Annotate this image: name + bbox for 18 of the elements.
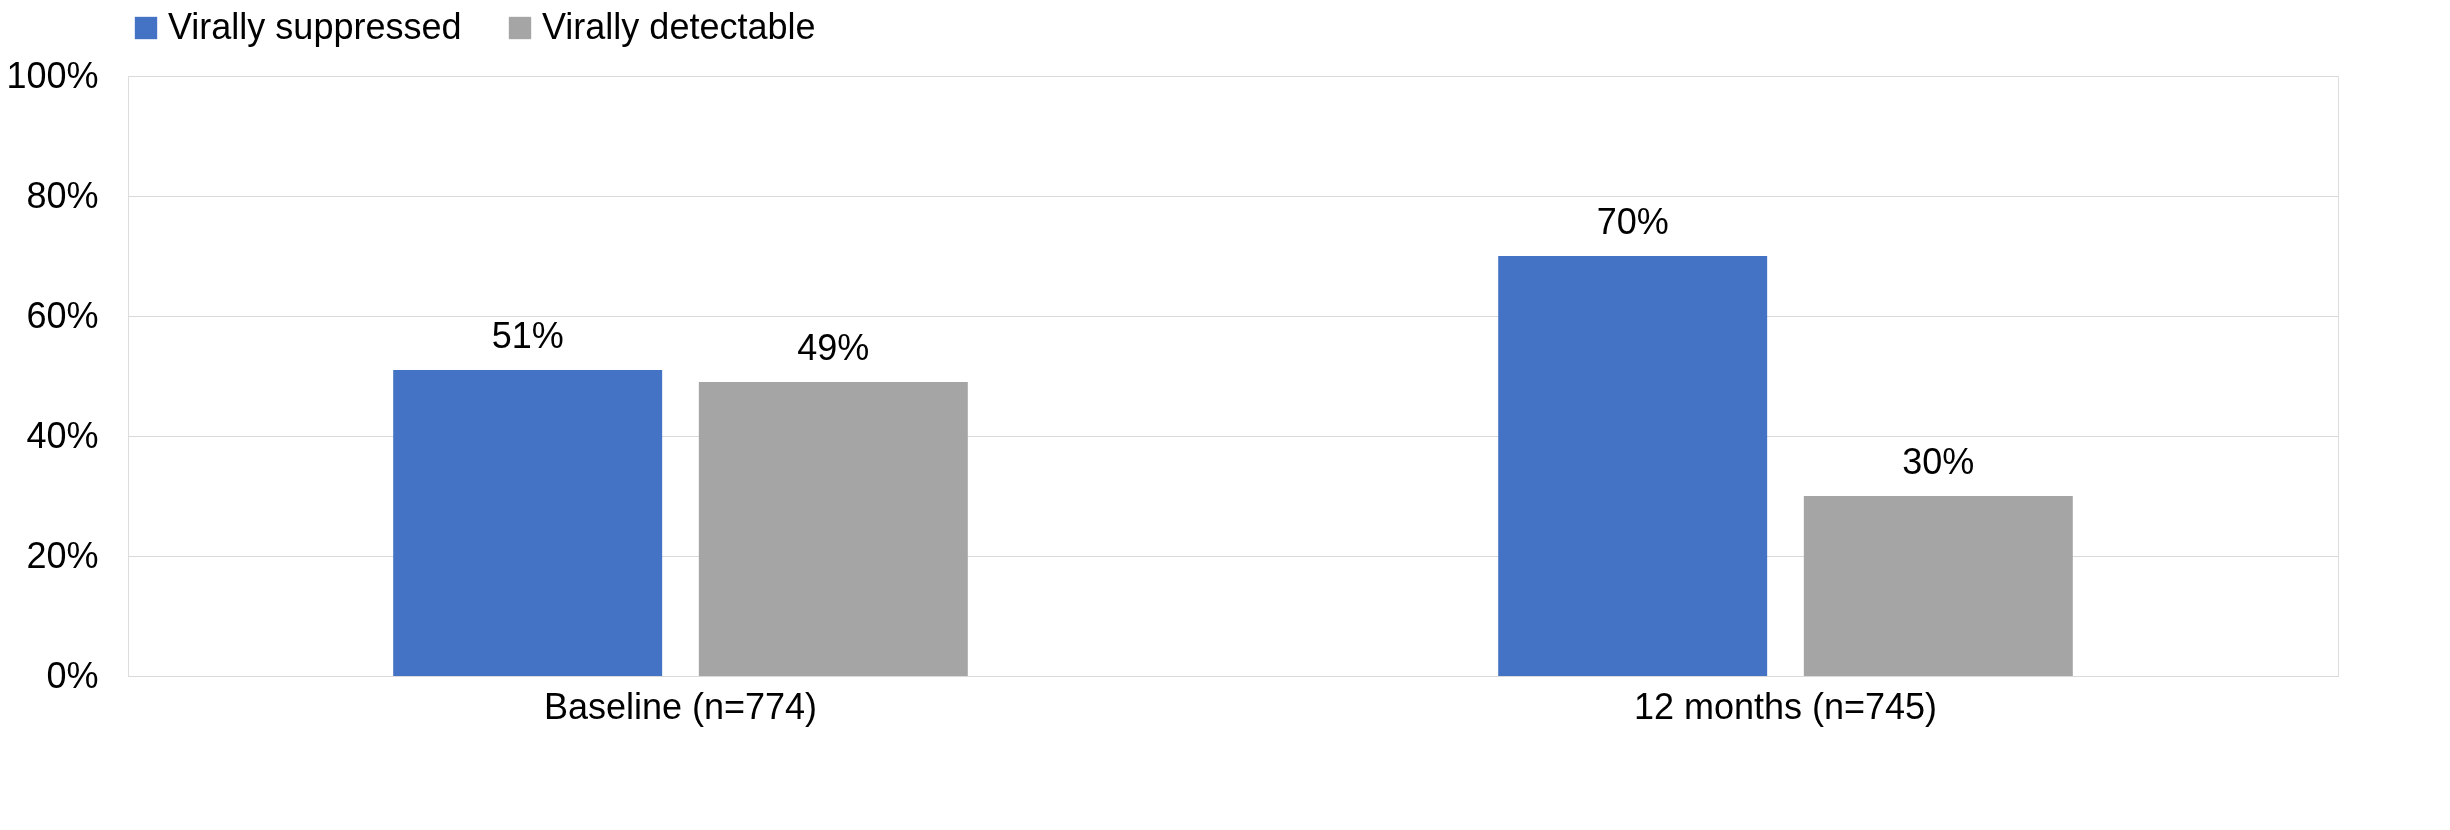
y-tick-label: 100%	[6, 54, 99, 96]
y-tick-label: 0%	[46, 654, 99, 696]
y-tick-label: 40%	[26, 414, 99, 456]
x-tick-label: 12 months (n=745)	[1633, 685, 1938, 727]
data-label: 51%	[491, 315, 564, 356]
bar	[1498, 256, 1768, 676]
data-label: 70%	[1596, 201, 1669, 242]
y-tick-label: 80%	[26, 174, 99, 216]
data-label: 49%	[797, 327, 870, 368]
legend-label: Virally suppressed	[168, 6, 462, 47]
bar	[698, 382, 968, 676]
data-label: 30%	[1902, 441, 1975, 482]
y-tick-label: 20%	[26, 534, 99, 576]
y-tick-label: 60%	[26, 294, 99, 336]
x-tick-label: Baseline (n=774)	[543, 685, 818, 727]
bar	[1803, 496, 2073, 676]
bar	[393, 370, 663, 676]
legend-label: Virally detectable	[542, 6, 816, 47]
